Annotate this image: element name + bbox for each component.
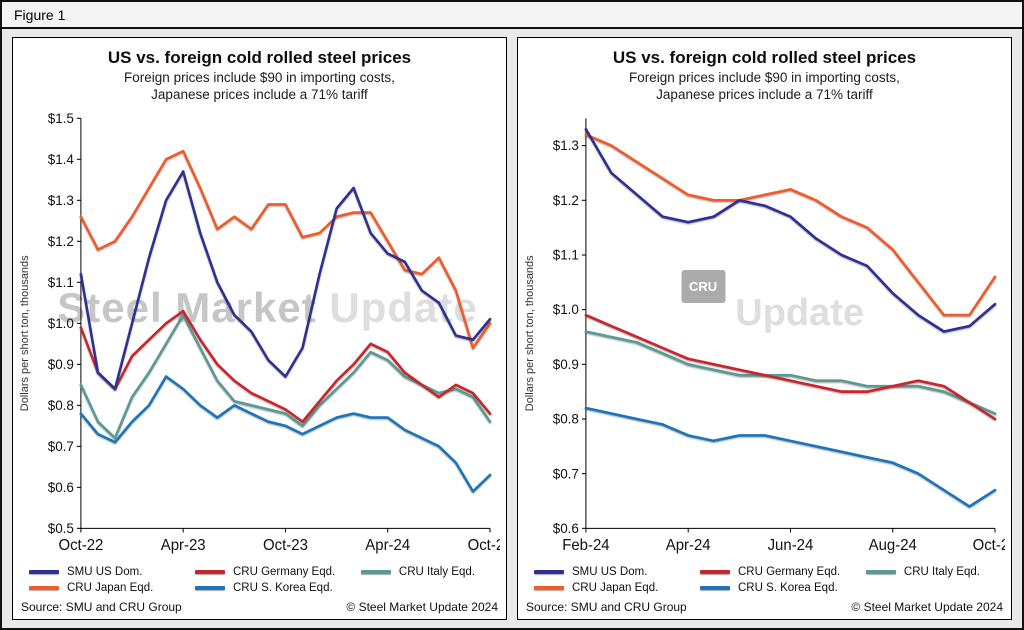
legend-label: CRU S. Korea Eqd. [232,582,333,594]
y-tick-label: $0.9 [553,357,579,372]
legend-label: SMU US Dom. [572,566,648,578]
chart-body: Dollars per short ton, thousands Steel M… [19,108,500,559]
legend-label: CRU Germany Eqd. [737,566,841,578]
legend-swatch-cru-italy-eqd [360,570,391,574]
x-tick-label: Aug-24 [869,537,918,554]
y-tick-label: $1.0 [48,316,75,331]
x-tick-label: Oct-24 [973,537,1005,554]
charts-row: US vs. foreign cold rolled steel prices … [2,29,1022,628]
chart-panel-left: US vs. foreign cold rolled steel prices … [12,37,507,620]
legend-item-cru-italy-eqd: CRU Italy Eqd. [360,566,490,578]
series-line-smu-us-dom [79,169,492,391]
x-tick-label: Apr-24 [365,537,410,554]
x-tick-label: Oct-23 [263,537,308,554]
legend-label: CRU S. Korea Eqd. [737,582,838,594]
series-line-cru-s-korea-eqd [584,406,997,508]
legend-swatch-smu-us-dom [534,570,564,574]
copyright-note: © Steel Market Update 2024 [851,600,1003,614]
series-line-cru-italy-eqd [584,329,997,415]
series-line-cru-germany-eqd [79,309,492,423]
y-tick-label: $0.7 [553,466,579,481]
series-line-smu-us-dom [584,127,997,333]
x-tick-label: Apr-23 [161,537,206,554]
legend-row: SMU US Dom. CRU Germany Eqd. CRU Italy Eqd… [29,566,490,578]
legend-swatch-cru-japan-eqd [29,586,59,590]
legend-label: CRU Japan Eqd. [572,582,659,594]
legend-item-cru-japan-eqd: CRU Japan Eqd. [29,582,195,594]
source-note: Source: SMU and CRU Group [526,600,687,614]
y-tick-label: $0.9 [48,357,74,372]
figure-label: Figure 1 [2,2,1022,29]
y-axis-title: Dollars per short ton, thousands [19,255,31,412]
legend: SMU US Dom. CRU Germany Eqd. CRU Italy Eqd… [19,559,500,596]
legend-label: CRU Italy Eqd. [903,566,980,578]
legend-row: SMU US Dom. CRU Germany Eqd. CRU Italy Eqd… [534,566,995,578]
chart-subtitle-line2: Japanese prices include a 71% tariff [656,86,873,102]
legend-label: CRU Italy Eqd. [398,566,475,578]
legend-label: SMU US Dom. [67,566,143,578]
legend-item-cru-s-korea-eqd: CRU S. Korea Eqd. [194,582,361,594]
chart-subtitle-line2: Japanese prices include a 71% tariff [151,86,368,102]
legend-item-smu-us-dom: SMU US Dom. [534,566,700,578]
y-tick-label: $0.8 [48,398,75,413]
legend-swatch-cru-s-korea-eqd [699,586,730,590]
plot-area: CRU Update $0.6 $0.7 $0.8 $0.9 $1.0 $1.1 $1.2 $… [540,108,1005,559]
series-line-cru-s-korea-eqd [79,374,492,493]
x-tick-label: Oct-22 [58,537,103,554]
chart-subtitle-line1: Foreign prices include $90 in importing … [629,70,900,85]
legend-swatch-cru-s-korea-eqd [194,586,225,590]
legend-swatch-cru-italy-eqd [865,570,896,574]
y-tick-label: $1.1 [553,247,579,262]
panel-footer: Source: SMU and CRU Group © Steel Market… [19,596,500,617]
legend-swatch-smu-us-dom [29,570,59,574]
y-tick-label: $0.5 [48,521,75,536]
legend-label: CRU Japan Eqd. [67,582,154,594]
y-tick-label: $0.7 [48,439,74,454]
legend-swatch-cru-germany-eqd [699,570,730,574]
legend-item-cru-germany-eqd: CRU Germany Eqd. [699,566,866,578]
y-axis-title: Dollars per short ton, thousands [524,255,536,412]
y-tick-label: $1.2 [553,193,579,208]
legend-swatch-cru-japan-eqd [534,586,564,590]
y-tick-label: $1.0 [553,302,580,317]
series-line-cru-germany-eqd [584,313,997,421]
series-line-cru-japan-eqd [584,133,997,317]
legend-swatch-cru-germany-eqd [194,570,225,574]
copyright-note: © Steel Market Update 2024 [346,600,498,614]
legend-item-cru-germany-eqd: CRU Germany Eqd. [194,566,361,578]
x-tick-label: Oct-24 [468,537,500,554]
chart-panel-right: US vs. foreign cold rolled steel prices … [517,37,1012,620]
x-tick-label: Jun-24 [768,537,814,554]
legend-item-cru-japan-eqd: CRU Japan Eqd. [534,582,700,594]
y-tick-label: $1.2 [48,234,74,249]
line-chart-left: $0.5 $0.6 $0.7 $0.8 $0.9 $1.0 $1.1 $1.2 $1.3 $1.4… [48,110,500,554]
y-tick-label: $0.6 [48,480,75,495]
chart-title: US vs. foreign cold rolled steel prices [107,48,412,67]
legend-label: CRU Germany Eqd. [232,566,336,578]
y-tick-label: $1.5 [48,110,75,125]
legend-row: CRU Japan Eqd. CRU S. Korea Eqd. [534,582,995,594]
legend: SMU US Dom. CRU Germany Eqd. CRU Italy Eqd… [524,559,1005,596]
series-line-cru-japan-eqd [79,149,492,350]
x-tick-label: Apr-24 [666,537,711,554]
chart-body: Dollars per short ton, thousands CRU Upd… [524,108,1005,559]
y-tick-label: $1.3 [48,193,75,208]
line-chart-right: $0.6 $0.7 $0.8 $0.9 $1.0 $1.1 $1.2 $1.3 Feb-24 Ap… [553,118,1005,554]
legend-row: CRU Japan Eqd. CRU S. Korea Eqd. [29,582,490,594]
legend-item-cru-s-korea-eqd: CRU S. Korea Eqd. [699,582,866,594]
x-tick-label: Feb-24 [562,537,610,554]
legend-item-smu-us-dom: SMU US Dom. [29,566,195,578]
y-tick-label: $0.8 [553,411,580,426]
y-tick-label: $1.3 [553,138,580,153]
source-note: Source: SMU and CRU Group [21,600,182,614]
chart-subtitle-line1: Foreign prices include $90 in importing … [124,70,395,85]
y-tick-label: $1.1 [48,275,74,290]
plot-area: Steel Market Update $0.5 $0.6 $0.7 $0.8 $0.9… [35,108,500,559]
panel-footer: Source: SMU and CRU Group © Steel Market… [524,596,1005,617]
y-tick-label: $1.4 [48,152,75,167]
y-tick-label: $0.6 [553,521,580,536]
chart-title: US vs. foreign cold rolled steel prices [612,48,917,67]
legend-item-cru-italy-eqd: CRU Italy Eqd. [865,566,995,578]
